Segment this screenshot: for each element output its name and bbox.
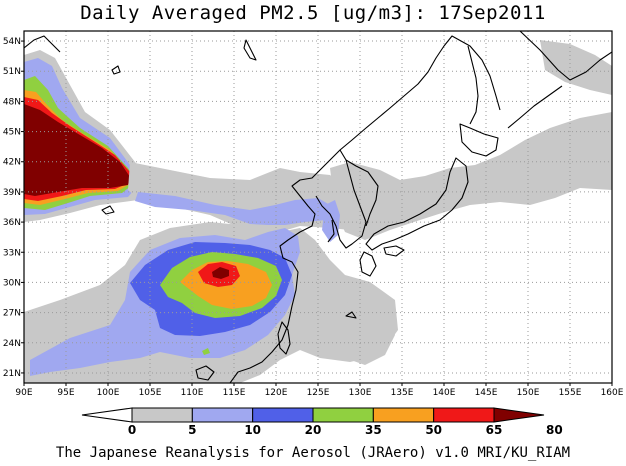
colorbar-label: 50	[425, 423, 442, 437]
lon-tick-labels: 90E 95E 100E 105E 110E 115E 120E 125E 130E 135E 14…	[15, 383, 624, 398]
coastline-northwest-mongolia	[24, 35, 61, 53]
lon-tick-label: 90E	[15, 388, 32, 398]
coastline-kurils	[507, 85, 563, 129]
colorbar-label: 80	[546, 423, 563, 437]
coastline-china-korea	[229, 149, 367, 383]
coastline-lake-qinghai	[101, 205, 115, 215]
grey-korea-japan	[330, 112, 612, 240]
colorbar-label: 5	[188, 423, 196, 437]
lon-tick-label: 145E	[475, 388, 498, 398]
lat-tick-label: 30N	[3, 278, 21, 288]
coastline-lake-small	[111, 65, 121, 75]
coastline-kamchatka	[519, 31, 612, 81]
lon-tick-label: 100E	[97, 388, 120, 398]
lat-tick-label: 51N	[3, 67, 21, 77]
coastline-hainan	[195, 365, 215, 381]
lon-tick-label: 150E	[517, 388, 540, 398]
lon-tick-label: 135E	[391, 388, 414, 398]
colorbar-label: 65	[486, 423, 503, 437]
coastline-hokkaido	[459, 123, 499, 157]
coastline-okinawa	[345, 311, 357, 319]
lon-tick-label: 160E	[601, 388, 624, 398]
colorbar-swatch-2	[191, 407, 254, 423]
lat-tick-label: 24N	[3, 339, 21, 349]
plume-south-80	[212, 267, 229, 279]
lat-tick-label: 42N	[3, 158, 21, 168]
colorbar-label: 20	[305, 423, 322, 437]
colorbar-label: 0	[128, 423, 136, 437]
coastline-lake-baikal	[243, 39, 257, 61]
lat-tick-label: 39N	[3, 188, 21, 198]
colorbar-swatch-5	[372, 407, 435, 423]
lat-tick-label: 27N	[3, 309, 21, 319]
coastline-taiwan	[277, 321, 291, 355]
lon-tick-label: 130E	[349, 388, 372, 398]
spot-green-south	[202, 348, 210, 355]
lon-tick-label: 95E	[57, 388, 74, 398]
colorbar-swatch-3	[252, 407, 314, 423]
lon-tick-label: 105E	[139, 388, 162, 398]
lat-tick-label: 45N	[3, 128, 21, 138]
colorbar-tip-low	[81, 407, 133, 423]
lat-tick-label: 33N	[3, 248, 21, 258]
map-footer: The Japanese Reanalysis for Aerosol (JRA…	[55, 445, 571, 461]
coastline-korea-peninsula	[345, 159, 379, 227]
colorbar: 0 5 10 20 35 50 65 80	[81, 407, 563, 437]
colorbar-tip-high	[493, 407, 545, 423]
lon-tick-label: 125E	[307, 388, 330, 398]
band-north-10	[135, 192, 330, 225]
colorbar-swatch-4	[312, 407, 374, 423]
lat-tick-label: 48N	[3, 97, 21, 107]
colorbar-swatch-6	[433, 407, 495, 423]
lon-tick-label: 110E	[181, 388, 204, 398]
colorbar-label: 10	[244, 423, 261, 437]
coastline-kyushu-shikoku	[359, 245, 405, 277]
colorbar-swatch-1	[131, 407, 193, 423]
plume-northwest-80	[24, 104, 130, 196]
lat-tick-label: 21N	[3, 369, 21, 379]
lon-tick-label: 115E	[223, 388, 246, 398]
lon-tick-label: 140E	[433, 388, 456, 398]
coastline-korea-south-tip	[327, 219, 335, 243]
lon-tick-label: 120E	[265, 388, 288, 398]
map-title: Daily Averaged PM2.5 [ug/m3]: 17Sep2011	[80, 2, 546, 24]
coastline-honshu	[365, 157, 469, 251]
grey-northeast	[540, 40, 612, 95]
coastline-russia-east	[339, 35, 501, 151]
lat-tick-label: 36N	[3, 218, 21, 228]
colorbar-label: 35	[365, 423, 382, 437]
lon-tick-label: 155E	[559, 388, 582, 398]
lat-tick-labels: 21N 24N 27N 30N 33N 36N 39N 42N 45N 48N 51N 54N	[3, 37, 24, 379]
coastline-sakhalin	[467, 45, 479, 125]
lat-tick-label: 54N	[3, 37, 21, 47]
